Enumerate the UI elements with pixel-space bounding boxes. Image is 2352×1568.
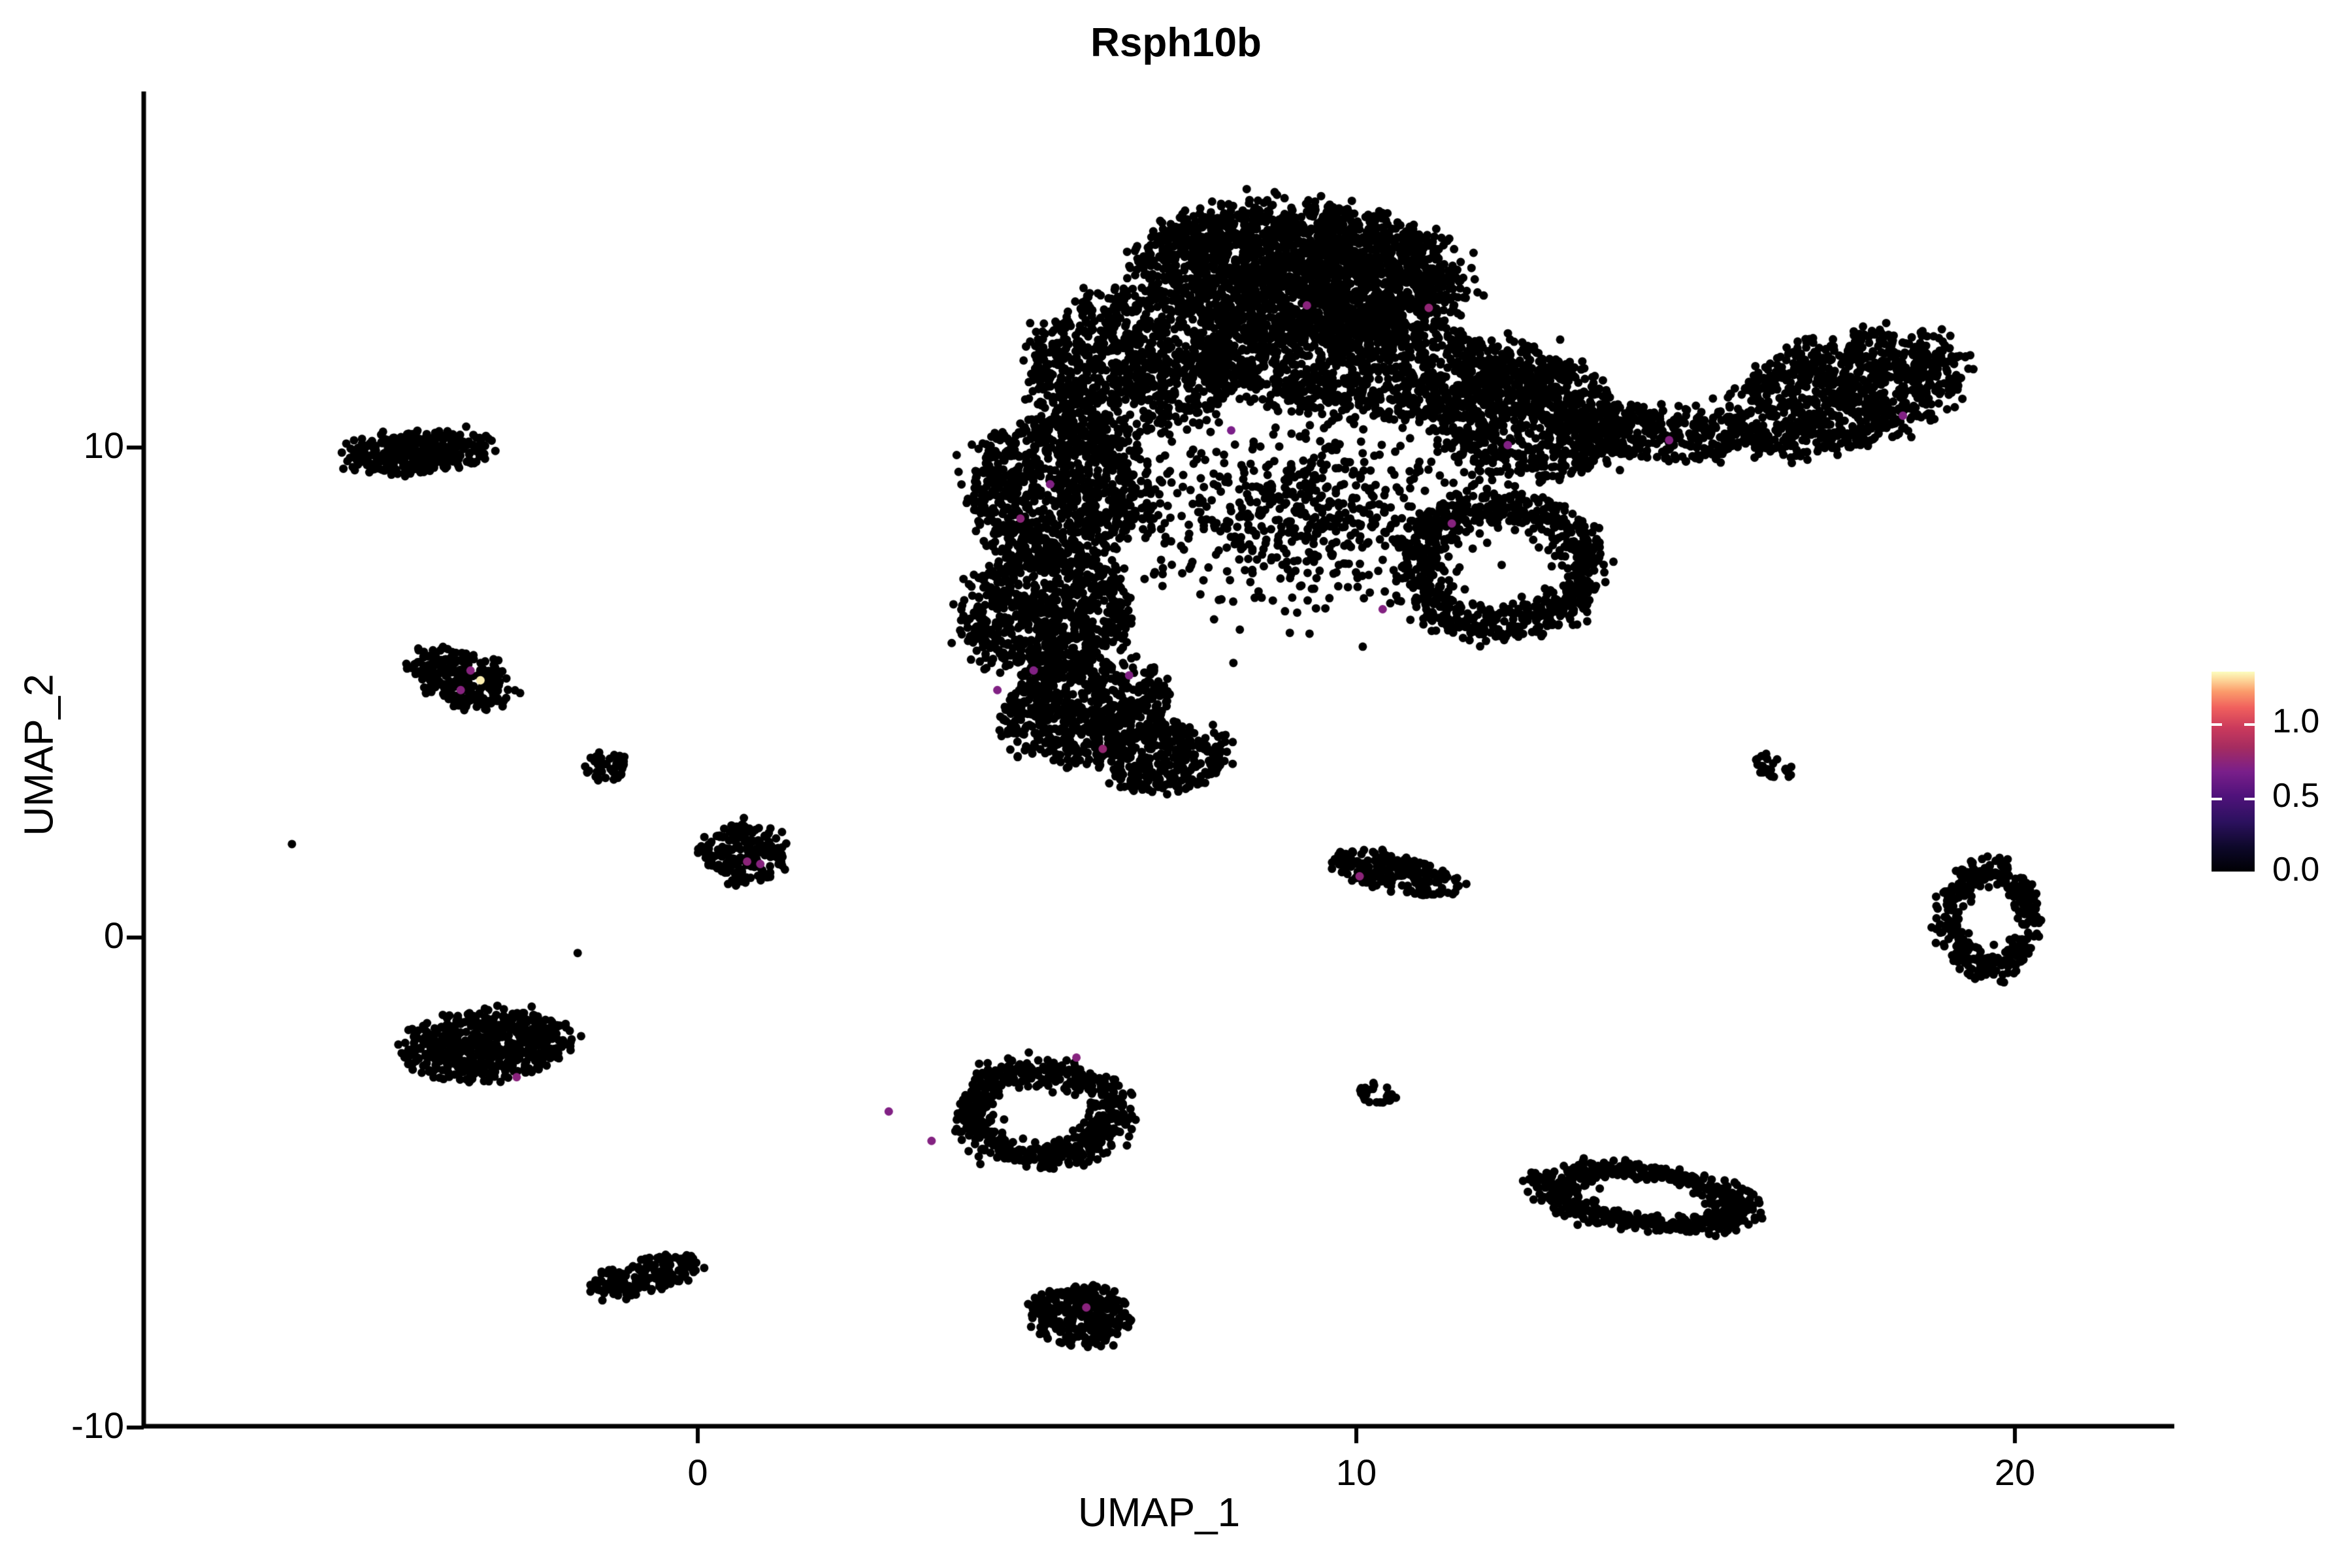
colorbar-tick-label-1: 1.0 bbox=[2272, 702, 2320, 741]
colorbar-tick-mark bbox=[2244, 723, 2255, 727]
colorbar-tick-mark bbox=[2212, 797, 2222, 800]
colorbar-gradient bbox=[2212, 672, 2255, 872]
y-axis-tick-label-0: 0 bbox=[103, 915, 124, 956]
colorbar-tick-mark bbox=[2212, 723, 2222, 727]
colorbar-tick-label-0: 0.0 bbox=[2272, 851, 2320, 889]
y-axis-tick-label-neg10: -10 bbox=[71, 1405, 124, 1446]
x-axis-tick-label-20: 20 bbox=[1994, 1452, 2036, 1493]
x-axis-title: UMAP_1 bbox=[1077, 1490, 1241, 1535]
colorbar-tick-label-05: 0.5 bbox=[2272, 776, 2320, 815]
y-axis-title: UMAP_2 bbox=[16, 674, 62, 836]
colorbar-tick-mark bbox=[2244, 797, 2255, 800]
y-axis-tick-label-10: 10 bbox=[83, 425, 124, 466]
x-axis-tick-label-0: 0 bbox=[687, 1452, 708, 1493]
x-axis-tick-label-10: 10 bbox=[1335, 1452, 1377, 1493]
